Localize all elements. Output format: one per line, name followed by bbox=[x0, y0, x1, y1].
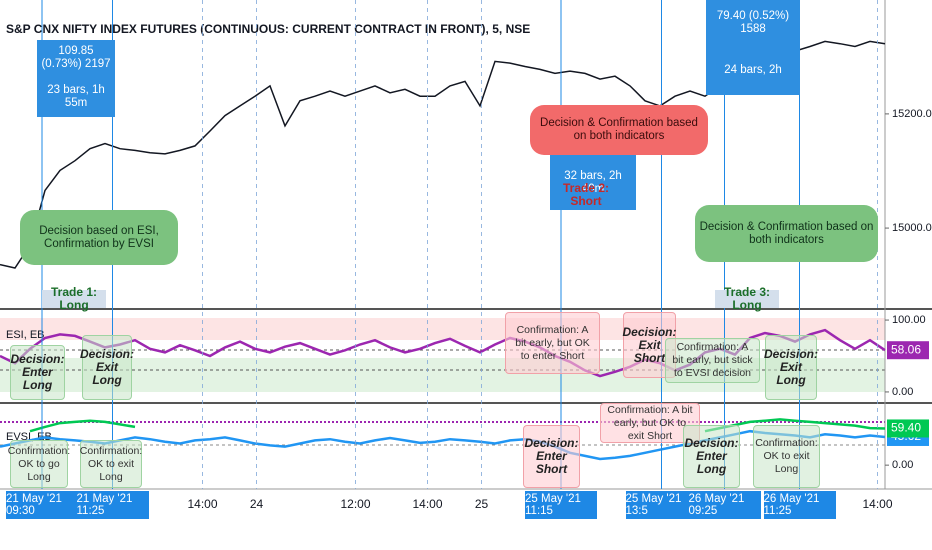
x-tick-label: 14:00 bbox=[412, 497, 442, 511]
annotation: 79.40 (0.52%) 1588 bbox=[706, 0, 800, 45]
annotation: Confirmation: OK to exit Long bbox=[753, 425, 820, 488]
series-line bbox=[29, 419, 136, 433]
annotation: Decision: Enter Short bbox=[523, 425, 580, 488]
annotation: Confirmation: OK to go Long bbox=[8, 440, 70, 488]
annotation: 32 bars, 2h 40m bbox=[550, 155, 636, 210]
marker-label: 25 May '21 11:15 bbox=[525, 491, 597, 519]
x-tick-label: 12:00 bbox=[340, 497, 370, 511]
annotation: Decision: Exit Long bbox=[80, 335, 134, 400]
marker-label: 21 May '21 09:30 bbox=[6, 491, 78, 519]
annotation: Decision: Enter Long bbox=[683, 425, 740, 488]
y-tick-label: 15200.00 bbox=[892, 108, 932, 120]
pane-title: ESI, EB bbox=[6, 329, 45, 341]
marker-label: 26 May '21 09:25 bbox=[688, 491, 761, 519]
annotation: 109.85 (0.73%) 2197 bbox=[37, 40, 115, 76]
annotation: Decision & Confirmation based on both in… bbox=[695, 205, 878, 262]
annotation: 24 bars, 2h bbox=[706, 45, 800, 95]
x-tick-label: 25 bbox=[475, 497, 489, 511]
x-tick-label: 14:00 bbox=[862, 497, 892, 511]
annotation: 23 bars, 1h 55m bbox=[37, 76, 115, 117]
annotation: Decision & Confirmation based on both in… bbox=[530, 105, 708, 155]
marker-label: 21 May '21 11:25 bbox=[76, 491, 149, 519]
annotation: Trade 3: Long bbox=[715, 286, 779, 312]
marker-label: 26 May '21 11:25 bbox=[763, 491, 836, 519]
y-tick-label: 0.00 bbox=[892, 459, 913, 471]
annotation: Confirmation: A bit early, but OK to ent… bbox=[505, 312, 600, 374]
annotation: Decision: Enter Long bbox=[10, 345, 65, 400]
last-value-tag bbox=[887, 419, 929, 438]
annotation: Confirmation: A bit early, but stick to … bbox=[665, 338, 760, 383]
y-tick-label: 0.00 bbox=[892, 386, 913, 398]
annotation: Trade 2: Short bbox=[562, 181, 610, 208]
y-tick-label: 100.00 bbox=[892, 314, 926, 326]
last-value-label: 59.40 bbox=[891, 421, 921, 435]
last-value-label: 58.06 bbox=[891, 342, 921, 356]
x-tick-label: 24 bbox=[250, 497, 264, 511]
marker-label: 25 May '21 13:5 bbox=[625, 491, 698, 519]
annotation: Confirmation: OK to exit Long bbox=[80, 440, 142, 488]
pane-title: EVSI, EB bbox=[6, 431, 52, 443]
x-tick-label: 14:00 bbox=[187, 497, 217, 511]
last-value-tag bbox=[887, 341, 929, 360]
annotation: Trade 1: Long bbox=[42, 286, 106, 312]
annotation: Decision based on ESI, Confirmation by E… bbox=[20, 210, 178, 265]
chart-title: S&P CNX NIFTY INDEX FUTURES (CONTINUOUS:… bbox=[6, 22, 530, 36]
y-tick-label: 15000.00 bbox=[892, 222, 932, 234]
annotation: Decision: Exit Long bbox=[764, 335, 818, 400]
